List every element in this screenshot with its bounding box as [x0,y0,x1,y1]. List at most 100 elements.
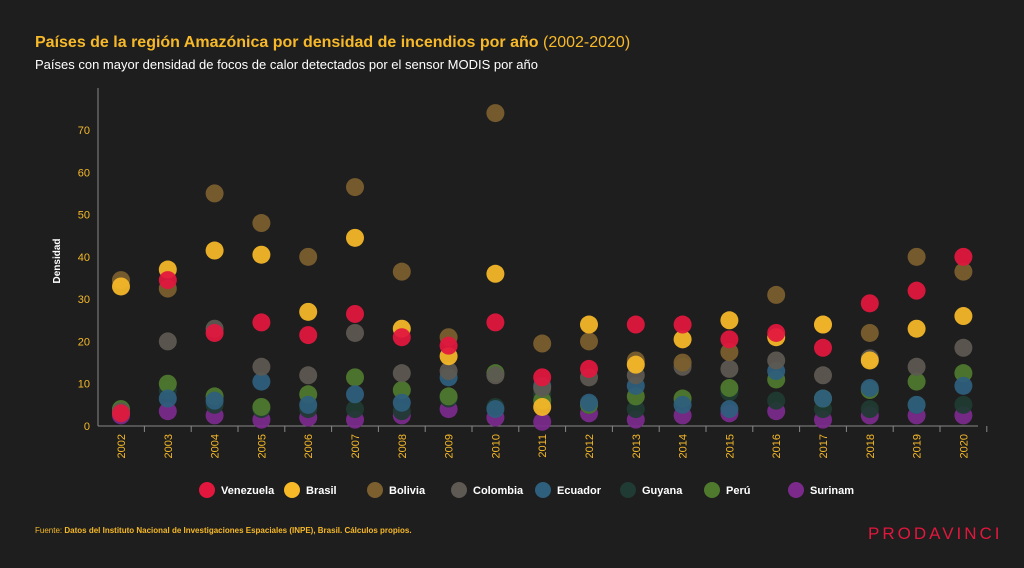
brand-logo: PRODAVINCI [868,524,1003,543]
point-peru: Perú 2009: 7 [439,387,458,406]
point-bolivia: Bolivia 2014: 15 [673,353,692,372]
point-brasil: Brasil 2013: 14.5 [626,355,645,374]
point-ecuador: Ecuador 2012: 5.5 [580,393,598,412]
point-bolivia: Bolivia 2004: 55 [205,184,224,203]
x-tick-label: 2010 [490,434,502,458]
point-venezuela: Venezuela 2012: 13.5 [580,359,598,378]
chart-subtitle: Países con mayor densidad de focos de ca… [35,57,538,72]
legend-label-venezuela: Venezuela [221,485,275,497]
point-peru: Perú 2020: 12.5 [954,364,973,383]
point-guyana: Guyana 2016: 6 [767,391,786,410]
chart-title-years: (2002-2020) [542,34,631,51]
y-tick-label: 50 [78,210,90,222]
point-venezuela: Venezuela 2015: 20.5 [720,330,739,349]
point-colombia: Colombia 2008: 12.5 [392,364,411,383]
point-peru: Perú 2008: 8.5 [392,381,411,400]
point-bolivia: Bolivia 2016: 31 [767,285,786,304]
x-tick-label: 2007 [350,434,362,458]
source-text: Datos del Instituto Nacional de Investig… [64,526,412,535]
point-ecuador: Ecuador 2020: 9.5 [954,376,973,395]
point-ecuador: Ecuador 2003: 6.5 [158,389,177,408]
point-brasil: Brasil 2006: 27 [299,302,318,321]
point-ecuador: Ecuador 2017: 6.5 [814,389,832,408]
x-tick-label: 2014 [678,434,690,458]
point-brasil: Brasil 2017: 24 [814,315,832,334]
point-venezuela: Venezuela 2010: 24.5 [486,313,505,332]
x-tick-label: 2012 [584,434,596,458]
point-brasil: Brasil 2015: 25 [720,311,739,330]
point-ecuador: Ecuador 2007: 7.5 [346,385,364,404]
point-bolivia: Bolivia 2019: 40 [907,247,926,266]
x-tick-label: 2011 [537,434,549,458]
legend-label-peru: Perú [726,485,750,497]
source-note: Fuente: Datos del Instituto Nacional de … [35,526,412,535]
point-bolivia: Bolivia 2010: 74 [486,104,505,123]
y-tick-label: 10 [78,379,90,391]
point-bolivia: Bolivia 2015: 17.5 [720,343,739,361]
point-bolivia: Bolivia 2007: 56.5 [346,178,364,197]
x-tick-label: 2005 [256,434,268,458]
chart-title: Países de la región Amazónica por densid… [35,34,630,52]
legend-label-bolivia: Bolivia [389,485,426,497]
point-ecuador: Ecuador 2019: 5 [907,395,926,414]
point-peru: Perú 2005: 4.5 [252,397,271,416]
point-brasil: Brasil 2004: 41.5 [205,241,224,260]
point-colombia: Colombia 2003: 20 [158,332,177,351]
point-venezuela: Venezuela 2002: 3 [112,404,130,423]
point-bolivia: Bolivia 2011: 19.5 [533,334,552,353]
legend-label-colombia: Colombia [473,485,524,497]
point-venezuela: Venezuela 2008: 21 [392,328,411,347]
point-brasil: Brasil 2019: 23 [907,319,926,338]
point-ecuador: Ecuador 2006: 5 [299,395,318,414]
point-venezuela: Venezuela 2011: 11.5 [533,368,552,387]
point-colombia: Colombia 2017: 12 [814,366,832,385]
legend-marker-peru [704,482,720,498]
point-venezuela: Venezuela 2017: 18.5 [814,338,832,357]
point-ecuador: Ecuador 2008: 5.5 [392,393,411,412]
x-tick-label: 2017 [818,434,830,458]
point-peru: Perú 2019: 10.5 [907,372,926,391]
point-bolivia: Bolivia 2008: 36.5 [392,262,411,281]
legend-label-guyana: Guyana [642,485,683,497]
x-tick-label: 2003 [163,434,175,458]
y-axis-label: Densidad [52,238,63,283]
point-venezuela: Venezuela 2013: 24 [626,315,645,334]
point-colombia: Colombia 2010: 12 [486,366,505,385]
point-venezuela: Venezuela 2006: 21.5 [299,326,318,345]
legend-marker-brasil [284,482,300,498]
point-venezuela: Venezuela 2016: 22 [767,323,786,342]
chart-title-main: Países de la región Amazónica por densid… [35,34,539,51]
point-bolivia: Bolivia 2012: 20 [580,332,598,351]
point-bolivia: Bolivia 2006: 40 [299,247,318,266]
point-ecuador: Ecuador 2005: 10.5 [252,372,271,391]
point-ecuador: Ecuador 2015: 4 [720,400,739,419]
point-venezuela: Venezuela 2004: 22 [205,323,224,342]
point-peru: Perú 2007: 11.5 [346,368,364,387]
point-brasil: Brasil 2002: 33 [112,277,130,296]
point-ecuador: Ecuador 2004: 6 [205,391,224,410]
point-colombia: Colombia 2015: 13.5 [720,359,739,378]
legend-marker-colombia [451,482,467,498]
point-colombia: Colombia 2007: 22 [346,323,364,342]
y-tick-label: 70 [78,125,90,137]
point-brasil: Brasil 2011: 4.5 [533,397,552,416]
point-colombia: Colombia 2005: 14 [252,357,271,376]
y-tick-label: 60 [78,167,90,179]
point-brasil: Brasil 2007: 44.5 [346,228,364,247]
point-brasil: Brasil 2012: 24 [580,315,598,334]
point-ecuador: Ecuador 2014: 5 [673,395,692,414]
x-tick-label: 2013 [631,434,643,458]
x-tick-label: 2008 [397,434,409,458]
x-tick-label: 2004 [210,434,222,458]
point-brasil: Brasil 2018: 15.5 [860,351,879,370]
x-tick-label: 2018 [865,434,877,458]
legend-label-ecuador: Ecuador [557,485,602,497]
point-brasil: Brasil 2020: 26 [954,307,973,326]
legend-marker-ecuador [535,482,551,498]
legend-marker-venezuela [199,482,215,498]
point-guyana: Guyana 2007: 4 [346,400,364,419]
x-tick-label: 2020 [958,434,970,458]
x-tick-label: 2015 [724,434,736,458]
point-ecuador: Ecuador 2010: 4 [486,400,505,419]
